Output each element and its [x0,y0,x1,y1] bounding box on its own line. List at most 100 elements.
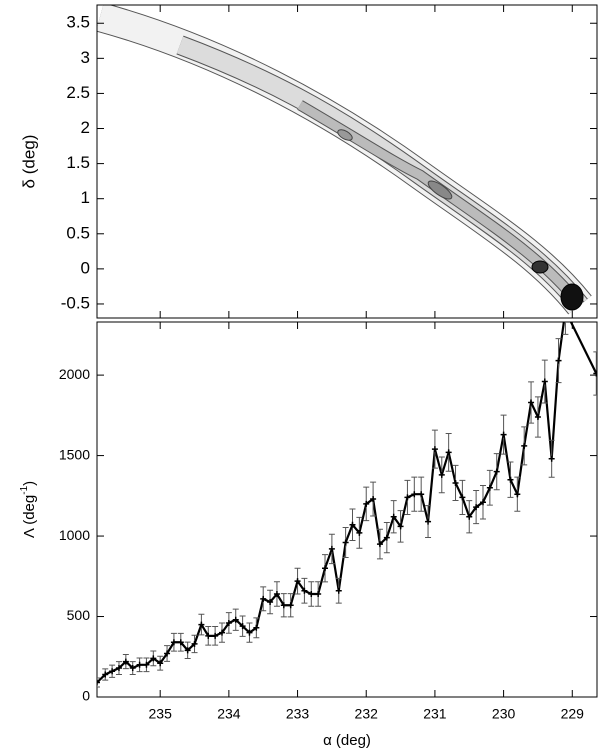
point [521,442,528,449]
point [445,449,452,456]
point [593,370,597,377]
x-tick-label: 232 [355,706,379,722]
point [97,679,100,686]
point [273,590,280,597]
y-tick-label: 1000 [59,527,90,543]
point [198,621,205,628]
point [328,545,335,552]
point [184,647,191,654]
point [157,660,164,667]
contour [97,5,594,316]
plot-frame [96,4,598,319]
point [479,499,486,506]
error-bar [562,322,569,335]
contour [97,5,591,314]
y-tick-label: 2.5 [66,83,90,102]
point [376,541,383,548]
point [528,399,535,406]
point [390,513,397,520]
point [191,640,198,647]
point [466,513,473,520]
point [122,658,129,665]
y-tick-label: 3.5 [66,13,90,32]
y-axis-label: δ (deg) [19,135,38,189]
y-axis-label-part: Λ (deg [21,495,38,538]
x-axis-label: α (deg) [323,732,371,749]
point [239,623,246,630]
point [212,632,219,639]
point [349,521,356,528]
x-tick-label: 229 [561,706,585,722]
y-tick-label: 2000 [59,366,90,382]
point [459,494,466,501]
contour [531,260,549,274]
x-tick-label: 234 [217,706,241,722]
contour [337,129,353,141]
point [232,616,239,623]
point [514,491,521,498]
point [342,539,349,546]
point [486,484,493,491]
point [177,639,184,646]
point [473,504,480,511]
point [425,518,432,525]
point [280,602,287,609]
point [418,491,425,498]
point [260,595,267,602]
point [129,665,136,672]
point [315,590,322,597]
point [370,496,377,503]
contour [427,180,453,200]
point [507,476,514,483]
point [431,446,438,453]
contour [560,283,584,311]
point [109,668,116,675]
error-bar [97,677,100,688]
point [541,378,548,385]
x-tick-label: 233 [286,706,310,722]
y-tick-label: 1 [81,188,90,207]
point [287,602,294,609]
point [493,468,500,475]
point [253,624,260,631]
point [308,590,315,597]
point [452,479,459,486]
point [102,671,109,678]
y-axis-label-part: -1 [19,485,30,494]
y-tick-label: 3 [81,48,90,67]
point [411,491,418,498]
point [143,661,150,668]
point [555,357,562,364]
point [397,523,404,530]
y-tick-label: 1500 [59,446,90,462]
point [301,587,308,594]
density-map [97,5,594,316]
y-tick-label: -0.5 [61,293,90,312]
y-tick-label: 500 [67,607,91,623]
y-tick-label: 0 [81,258,90,277]
point [246,629,253,636]
x-tick-label: 235 [149,706,173,722]
point [356,529,363,536]
point [115,665,122,672]
point [335,587,342,594]
point [164,650,171,657]
y-tick-label: 0.5 [66,223,90,242]
point [225,619,232,626]
x-tick-label: 231 [423,706,447,722]
point [205,632,212,639]
point [363,500,370,507]
point [170,639,177,646]
point [383,534,390,541]
point [136,661,143,668]
line [97,322,597,684]
x-tick-label: 230 [492,706,516,722]
point [404,494,411,501]
y-axis-label-part: ) [21,481,38,486]
y-tick-label: 1.5 [66,153,90,172]
series [97,322,597,688]
point [500,431,507,438]
point [150,655,157,662]
y-tick-label: 0 [82,688,90,704]
